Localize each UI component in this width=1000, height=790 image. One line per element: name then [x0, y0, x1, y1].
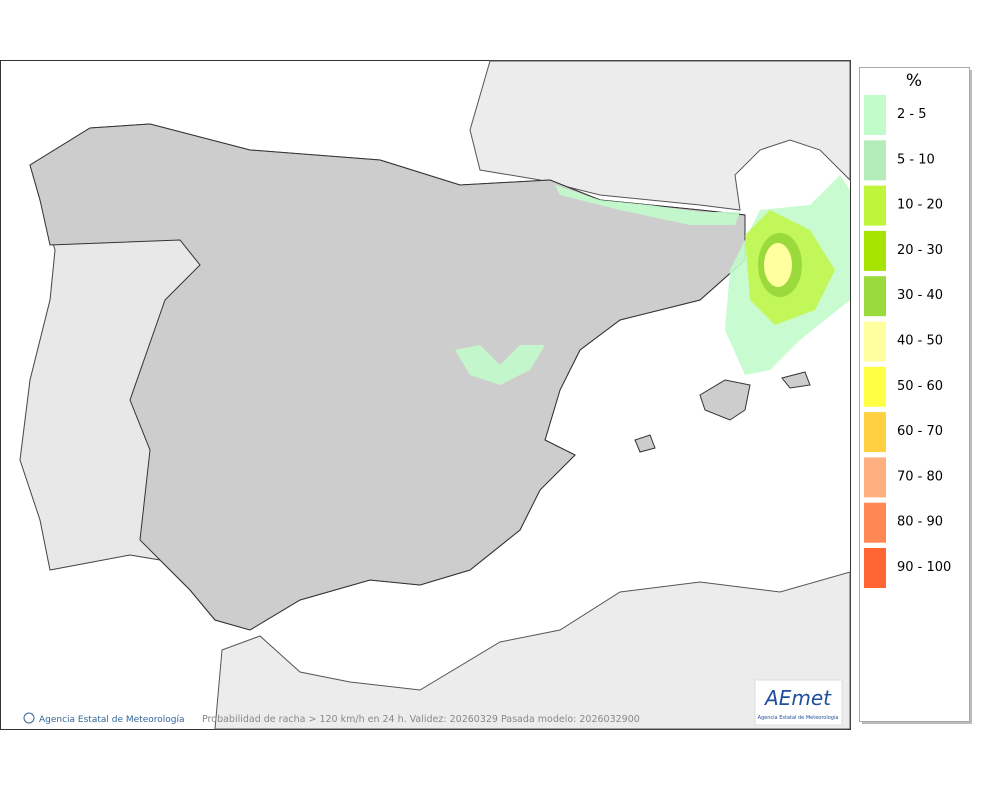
legend-label: 2 - 5 [897, 107, 927, 122]
legend-label: 50 - 60 [897, 379, 943, 394]
logo-name: AEmet [763, 686, 832, 710]
france [469, 60, 851, 211]
legend-label: 5 - 10 [897, 152, 935, 167]
legend-label: 70 - 80 [897, 469, 943, 484]
logo: AEmet Agencia Estatal de Meteorología [754, 679, 843, 726]
legend-swatch [864, 457, 886, 498]
balearic-islands [634, 371, 811, 453]
legend-label: 20 - 30 [897, 243, 943, 258]
legend-label: 90 - 100 [897, 560, 951, 575]
legend-label: 60 - 70 [897, 424, 943, 439]
legend-swatch [864, 95, 886, 135]
spain [29, 123, 746, 631]
legend-label: 40 - 50 [897, 334, 943, 349]
legend-swatch [864, 548, 886, 588]
legend-swatch [864, 412, 886, 453]
legend-swatch [864, 321, 886, 362]
credit: Agencia Estatal de Meteorología [39, 715, 185, 725]
map: Agencia Estatal de Meteorología Probabil… [0, 60, 851, 730]
probability-areas [455, 175, 850, 385]
africa [214, 571, 851, 730]
area-pyrenees [555, 185, 740, 225]
legend-swatch [864, 276, 886, 317]
logo-subtitle: Agencia Estatal de Meteorología [758, 714, 839, 721]
legend-label: 30 - 40 [897, 288, 943, 303]
legend: % 2 - 5 5 - 10 10 - 20 20 - 30 30 - 40 40 - 5… [859, 67, 972, 724]
area-40-50 [764, 243, 792, 287]
legend-label: 10 - 20 [897, 198, 943, 213]
legend-swatch [864, 140, 886, 181]
caption: Probabilidad de racha > 120 km/h en 24 h… [202, 714, 640, 725]
legend-swatch [864, 185, 886, 226]
legend-swatch [864, 366, 886, 407]
legend-swatch [864, 230, 886, 271]
logo-box [754, 679, 843, 726]
area-inland [455, 345, 545, 385]
copyright-icon [23, 712, 35, 724]
legend-label: 80 - 90 [897, 515, 943, 530]
legend-title: % [906, 71, 922, 91]
legend-swatch [864, 502, 886, 543]
